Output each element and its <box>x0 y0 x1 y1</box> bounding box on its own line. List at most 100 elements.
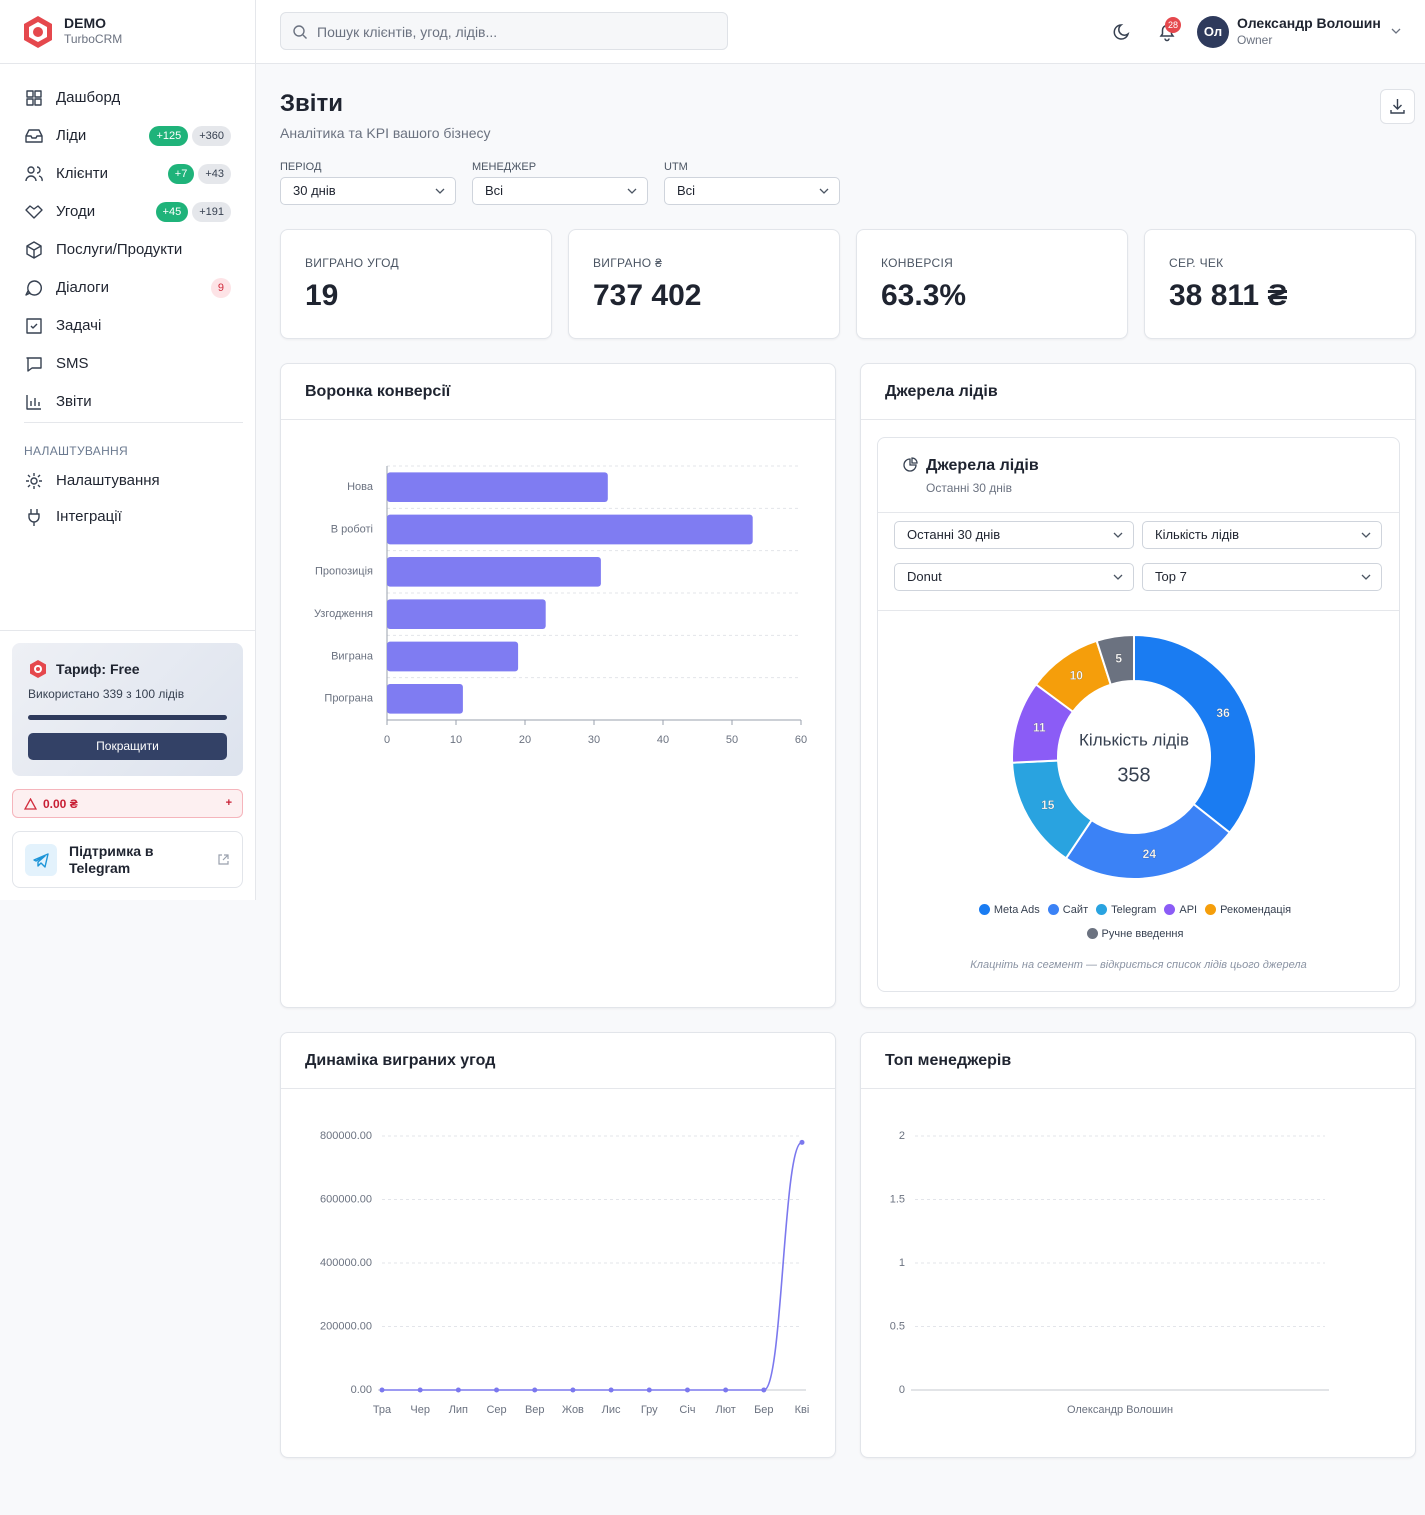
legend-item[interactable]: Рекомендація <box>1205 898 1291 922</box>
user-name: Олександр Волошин <box>1237 15 1381 31</box>
kpi-value: 737 402 <box>593 279 702 312</box>
select[interactable]: Top 7 <box>1142 563 1382 591</box>
support[interactable]: Підтримка в Telegram <box>12 831 243 888</box>
select[interactable]: Всі <box>664 177 840 205</box>
filter-label: МЕНЕДЖЕР <box>472 161 537 173</box>
panel-title: Динаміка виграних угод <box>281 1033 835 1089</box>
plan-card: Тариф: Free Використано 339 з 100 лідів … <box>12 643 243 776</box>
panel-title: Джерела лідів <box>861 364 1415 420</box>
select[interactable]: Останні 30 днів <box>894 521 1134 549</box>
section-title: НАЛАШТУВАННЯ <box>24 444 128 458</box>
kpi-card: СЕР. ЧЕК 38 811 ₴ <box>1144 229 1416 339</box>
legend: Meta Ads Сайт Telegram API Рекомендація Ручне… <box>950 898 1320 946</box>
hint: Клацніть на сегмент — відкриється список… <box>970 959 1307 971</box>
legend-swatch <box>1164 904 1176 915</box>
nav-item[interactable]: Ліди +125 +360 <box>24 124 231 148</box>
select[interactable]: 30 днів <box>280 177 456 205</box>
badge: +43 <box>198 164 231 184</box>
legend-item[interactable]: Сайт <box>1047 898 1089 922</box>
filter-label: UTM <box>664 161 688 173</box>
balance-action[interactable]: + <box>225 797 232 809</box>
legend-swatch <box>1086 928 1098 939</box>
nav-item[interactable]: Задачі <box>24 314 231 338</box>
badges: +125 +360 <box>149 126 231 146</box>
select-value: Останні 30 днів <box>907 527 1001 542</box>
balance[interactable]: 0.00 ₴ + <box>12 789 243 818</box>
legend-label: Meta Ads <box>993 904 1040 916</box>
panel: Динаміка виграних угод <box>280 1032 836 1458</box>
legend-label: Сайт <box>1062 904 1089 916</box>
theme-toggle[interactable] <box>1113 22 1133 42</box>
kpi-value: 38 811 ₴ <box>1169 279 1288 312</box>
badge: +191 <box>192 202 231 222</box>
select[interactable]: Всі <box>472 177 648 205</box>
select[interactable]: Donut <box>894 563 1134 591</box>
nav-item[interactable]: Послуги/Продукти <box>24 238 231 262</box>
divider <box>878 610 1399 611</box>
brand-name: DEMO <box>64 15 106 31</box>
legend-label: Рекомендація <box>1220 904 1292 916</box>
badge: +45 <box>155 202 189 222</box>
user-menu[interactable] <box>1390 26 1402 36</box>
nav-label: Налаштування <box>56 472 160 489</box>
legend-swatch <box>1205 904 1217 915</box>
legend-item[interactable]: Telegram <box>1096 898 1156 922</box>
panel-title: Топ менеджерів <box>861 1033 1415 1089</box>
nav-item[interactable]: Звіти <box>24 390 231 414</box>
logo <box>24 16 52 48</box>
panel-title: Воронка конверсії <box>281 364 835 420</box>
nav-item[interactable]: Налаштування <box>24 469 231 493</box>
kpi-card: ВИГРАНО УГОД 19 <box>280 229 552 339</box>
legend-item[interactable]: Ручне введення <box>1086 922 1184 946</box>
card-title: Джерела лідів <box>926 457 1039 474</box>
nav-item[interactable]: Дашборд <box>24 86 231 110</box>
nav-item[interactable]: SMS <box>24 352 231 376</box>
divider <box>24 422 243 423</box>
nav-item[interactable]: Клієнти +7 +43 <box>24 162 231 186</box>
select-value: 30 днів <box>293 183 336 198</box>
badges: +45 +191 <box>155 202 231 222</box>
select[interactable]: Кількість лідів <box>1142 521 1382 549</box>
legend-item[interactable]: Meta Ads <box>978 898 1040 922</box>
select-value: Всі <box>485 183 504 198</box>
nav-label: Ліди <box>56 127 87 144</box>
nav-label: Задачі <box>56 317 102 334</box>
card-subtitle: Останні 30 днів <box>926 481 1012 495</box>
badge: 9 <box>210 278 231 298</box>
search[interactable]: Пошук клієнтів, угод, лідів... <box>280 12 728 50</box>
telegram-icon <box>25 844 57 876</box>
nav-label: Інтеграції <box>56 508 122 525</box>
select-value: Кількість лідів <box>1155 527 1240 542</box>
user-role: Owner <box>1237 33 1273 47</box>
badge: +360 <box>192 126 231 146</box>
nav-item[interactable]: Інтеграції <box>24 505 231 529</box>
download-button[interactable] <box>1380 89 1415 124</box>
kpi-card: ВИГРАНО ₴ 737 402 <box>568 229 840 339</box>
nav-item[interactable]: Угоди +45 +191 <box>24 200 231 224</box>
kpi-label: СЕР. ЧЕК <box>1169 256 1224 270</box>
nav-label: Діалоги <box>56 279 109 296</box>
select-value: Donut <box>907 569 942 584</box>
kpi-label: КОНВЕРСІЯ <box>881 256 954 270</box>
nav-label: Дашборд <box>56 89 121 106</box>
select-value: Top 7 <box>1155 569 1187 584</box>
balance-amount: 0.00 ₴ <box>43 797 78 811</box>
badges: +7 +43 <box>167 164 231 184</box>
legend-swatch <box>978 904 990 915</box>
avatar[interactable]: Ол <box>1197 16 1229 48</box>
badge: +125 <box>149 126 189 146</box>
page-subtitle: Аналітика та KPI вашого бізнесу <box>280 125 491 141</box>
nav-item[interactable]: Діалоги 9 <box>24 276 231 300</box>
nav-label: Клієнти <box>56 165 109 182</box>
legend-label: Ручне введення <box>1101 928 1184 940</box>
nav-label: Послуги/Продукти <box>56 241 183 258</box>
upgrade-button[interactable]: Покращити <box>28 733 227 760</box>
support-label: Підтримка в Telegram <box>69 843 154 876</box>
progress <box>28 715 227 720</box>
panel: Воронка конверсії <box>280 363 836 1008</box>
kpi-label: ВИГРАНО ₴ <box>593 256 663 270</box>
nav-label: Звіти <box>56 393 92 410</box>
legend-item[interactable]: API <box>1164 898 1197 922</box>
legend-swatch <box>1096 904 1108 915</box>
